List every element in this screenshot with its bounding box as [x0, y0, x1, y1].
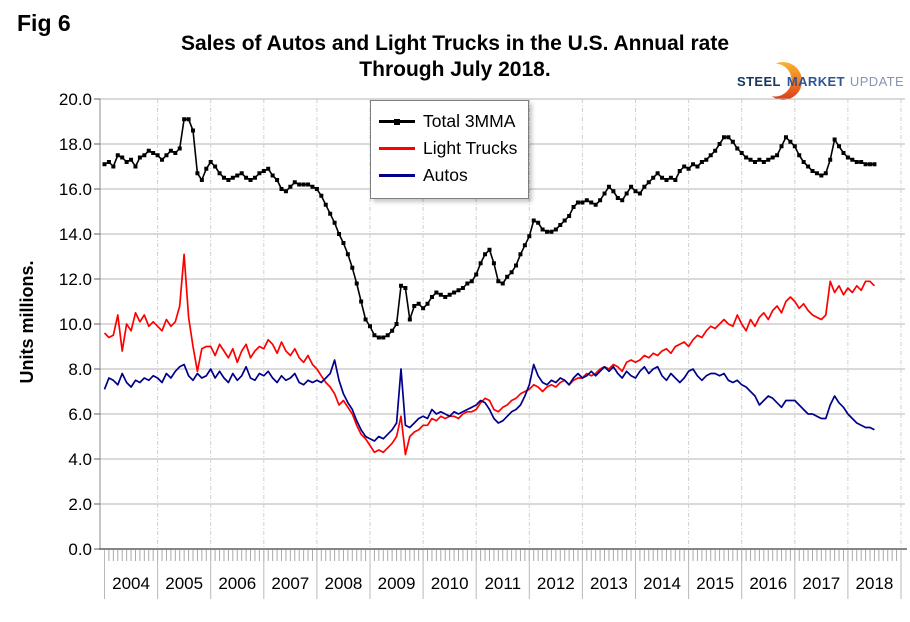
svg-text:2005: 2005 — [165, 574, 203, 593]
svg-text:2009: 2009 — [378, 574, 416, 593]
svg-text:10.0: 10.0 — [59, 315, 92, 334]
logo-word-steel: STEEL — [737, 74, 781, 89]
x-axis-year-labels: 2004 2005 2006 2007 2008 2009 2010 2011 2012 2013… — [104, 550, 902, 599]
svg-text:14.0: 14.0 — [59, 225, 92, 244]
legend-label: Light Trucks — [423, 138, 518, 158]
logo-word-update: UPDATE — [849, 74, 905, 89]
svg-text:6.0: 6.0 — [68, 405, 92, 424]
figure-label: Fig 6 — [17, 10, 71, 36]
legend-swatch — [379, 147, 415, 150]
svg-text:2011: 2011 — [484, 574, 521, 593]
svg-text:4.0: 4.0 — [68, 450, 92, 469]
steel-market-update-logo: STEEL MARKET UPDATE — [723, 62, 904, 100]
svg-text:0.0: 0.0 — [68, 540, 92, 559]
svg-text:2014: 2014 — [643, 574, 681, 593]
svg-text:2016: 2016 — [749, 574, 787, 593]
svg-text:18.0: 18.0 — [59, 135, 92, 154]
x-minor-ticks — [104, 550, 902, 561]
logo-word-market: MARKET — [786, 74, 845, 89]
legend-label: Autos — [423, 165, 468, 185]
legend-swatch — [379, 119, 415, 125]
svg-text:2007: 2007 — [271, 574, 309, 593]
svg-text:2017: 2017 — [802, 574, 840, 593]
series-lines — [102, 117, 877, 456]
legend-item: Autos — [371, 162, 528, 189]
svg-text:2.0: 2.0 — [68, 495, 92, 514]
chart-legend: Total 3MMA Light Trucks Autos — [370, 100, 529, 199]
svg-text:20.0: 20.0 — [59, 90, 92, 109]
chart-title: Sales of Autos and Light Trucks in the U… — [180, 32, 730, 55]
svg-text:2008: 2008 — [325, 574, 363, 593]
chart-subtitle: Through July 2018. — [359, 58, 551, 81]
svg-text:16.0: 16.0 — [59, 180, 92, 199]
svg-text:12.0: 12.0 — [59, 270, 92, 289]
svg-text:2015: 2015 — [696, 574, 734, 593]
svg-text:2010: 2010 — [431, 574, 469, 593]
logo-text: STEEL MARKET UPDATE — [737, 74, 904, 89]
svg-text:2006: 2006 — [218, 574, 256, 593]
legend-swatch — [379, 174, 415, 177]
legend-item: Light Trucks — [371, 135, 528, 162]
svg-text:2018: 2018 — [856, 574, 894, 593]
light-trucks-line — [103, 253, 876, 456]
svg-text:2013: 2013 — [590, 574, 628, 593]
svg-text:2004: 2004 — [112, 574, 150, 593]
svg-text:8.0: 8.0 — [68, 360, 92, 379]
logo-crescent-icon — [762, 62, 802, 100]
legend-square-marker-icon — [394, 119, 400, 125]
autos-line — [103, 359, 875, 442]
total-3mma-markers — [102, 117, 877, 340]
legend-item: Total 3MMA — [371, 108, 528, 135]
svg-text:2012: 2012 — [537, 574, 575, 593]
legend-label: Total 3MMA — [423, 111, 516, 131]
y-axis-ticks: 0.0 2.0 4.0 6.0 8.0 10.0 12.0 14.0 16.0 18.0 20.0 — [59, 90, 100, 559]
